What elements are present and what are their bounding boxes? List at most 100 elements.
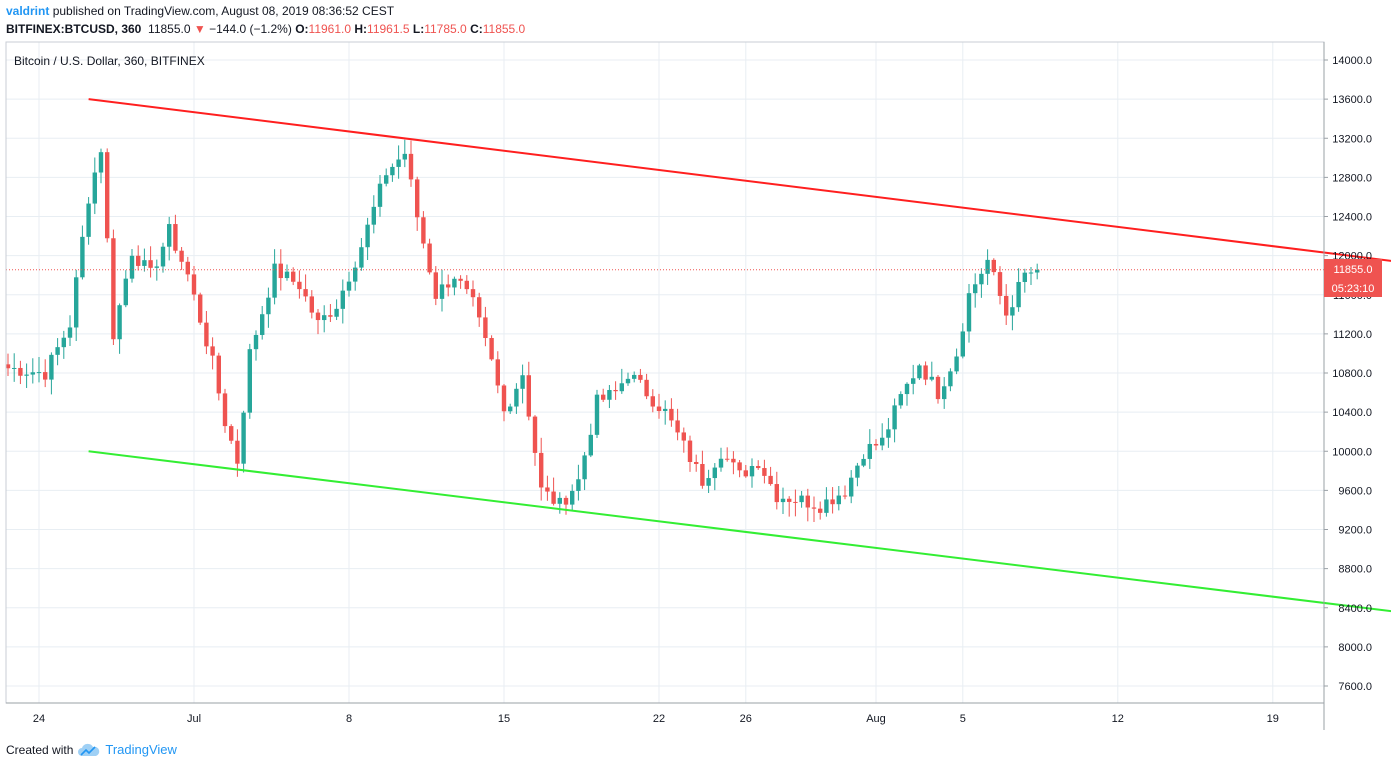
candle-body: [898, 394, 903, 406]
candle-body: [520, 375, 525, 389]
chart-area[interactable]: 14000.0 13600.0 13200.0 12800.0 12400.0 12000…: [0, 0, 1391, 740]
candle-body: [67, 327, 73, 338]
candle-body: [328, 315, 333, 317]
candle-body: [129, 255, 135, 279]
created-with-label: Created with: [6, 742, 74, 757]
candle-body: [185, 261, 190, 275]
candle-body: [80, 236, 85, 278]
x-tick-label: 26: [740, 713, 752, 725]
x-tick-label: 5: [960, 713, 966, 725]
candle-body: [340, 290, 345, 309]
candle-body: [260, 314, 265, 335]
support-trendline[interactable]: [88, 450, 1391, 613]
candle-body: [706, 478, 711, 486]
candle-body: [216, 355, 221, 394]
candle-body: [1022, 272, 1027, 282]
candle-body: [501, 385, 507, 412]
tradingview-cloud-icon: [78, 743, 100, 756]
candle-body: [154, 266, 159, 268]
candle-body: [675, 420, 680, 433]
y-axis[interactable]: 14000.013600.013200.012800.012400.012000…: [1324, 55, 1372, 693]
candle-body: [43, 372, 48, 380]
candle-body: [632, 374, 637, 379]
candle-body: [749, 466, 755, 477]
trendlines: [88, 98, 1391, 613]
candle-body: [625, 378, 631, 384]
y-tick-label: 14000.0: [1332, 55, 1372, 67]
x-tick-label: 12: [1112, 713, 1124, 725]
candle-body: [805, 495, 810, 508]
candle-body: [303, 289, 308, 297]
candle-body: [663, 408, 668, 412]
x-tick-label: 8: [346, 713, 352, 725]
candle-body: [315, 312, 321, 321]
candle-body: [545, 487, 550, 492]
candle-body: [291, 271, 296, 282]
candle-body: [235, 440, 240, 464]
candle-body: [539, 452, 544, 488]
candle-body: [737, 462, 742, 471]
last-price-badge: 11855.0 05:23:10: [1324, 259, 1382, 297]
candle-body: [477, 297, 482, 318]
x-axis[interactable]: 24 Jul 8 15 22 26 Aug 5 12 19: [33, 713, 1279, 725]
publish-info: valdrint published on TradingView.com, A…: [6, 4, 394, 18]
candle-body: [613, 389, 618, 392]
candle-body: [241, 412, 246, 464]
candle-body: [718, 458, 724, 468]
candle-body: [284, 271, 290, 279]
candle-body: [1010, 307, 1015, 316]
candle-body: [774, 484, 779, 503]
candle-body: [551, 491, 556, 504]
candle-body: [160, 246, 166, 267]
y-tick-label: 12400.0: [1332, 212, 1372, 224]
candle-body: [811, 507, 817, 509]
candle-body: [247, 349, 252, 413]
y-tick-label: 10800.0: [1332, 368, 1372, 380]
candle-body: [582, 455, 587, 480]
candle-body: [849, 477, 854, 497]
y-tick-label: 10000.0: [1332, 446, 1372, 458]
candle-body: [762, 468, 767, 476]
candle-body: [142, 260, 147, 266]
candle-body: [322, 315, 327, 321]
candle-body: [61, 337, 66, 348]
candle-body: [334, 308, 339, 317]
candle-body: [942, 386, 947, 400]
candle-body: [979, 273, 984, 285]
footer: Created with TradingView: [6, 742, 177, 757]
author-link[interactable]: valdrint: [6, 4, 50, 18]
candle-body: [36, 372, 42, 374]
candle-body: [371, 206, 376, 225]
candle-body: [1035, 269, 1040, 273]
candle-body: [105, 152, 110, 239]
y-tick-label: 11200.0: [1333, 329, 1372, 341]
down-arrow-icon: ▼: [193, 22, 206, 36]
candle-body: [365, 224, 370, 248]
candle-body: [123, 278, 128, 306]
candle-body: [489, 338, 494, 360]
candle-body: [861, 458, 866, 466]
candle-body: [904, 383, 910, 395]
x-tick-label: 22: [653, 713, 665, 725]
resistance-trendline[interactable]: [88, 98, 1391, 265]
high-label: H:: [354, 22, 368, 36]
candle-body: [278, 263, 283, 279]
candle-body: [694, 461, 699, 465]
candle-body: [886, 429, 891, 438]
x-tick-label: 15: [498, 713, 510, 725]
candle-body: [98, 152, 104, 173]
candle-body: [619, 383, 624, 392]
candle-body: [5, 364, 11, 369]
candle-body: [687, 440, 693, 462]
y-tick-label: 9200.0: [1338, 525, 1372, 537]
candle-body: [464, 280, 469, 290]
candle-body: [966, 293, 972, 332]
candle-body: [700, 464, 705, 486]
candle-body: [650, 396, 655, 407]
price-chart[interactable]: 14000.013600.013200.012800.012400.012000…: [0, 0, 1391, 740]
tradingview-brand[interactable]: TradingView: [105, 742, 177, 757]
candle-body: [55, 347, 60, 355]
candle-body: [601, 394, 606, 400]
candle-body: [396, 159, 401, 167]
candle-body: [49, 354, 54, 380]
